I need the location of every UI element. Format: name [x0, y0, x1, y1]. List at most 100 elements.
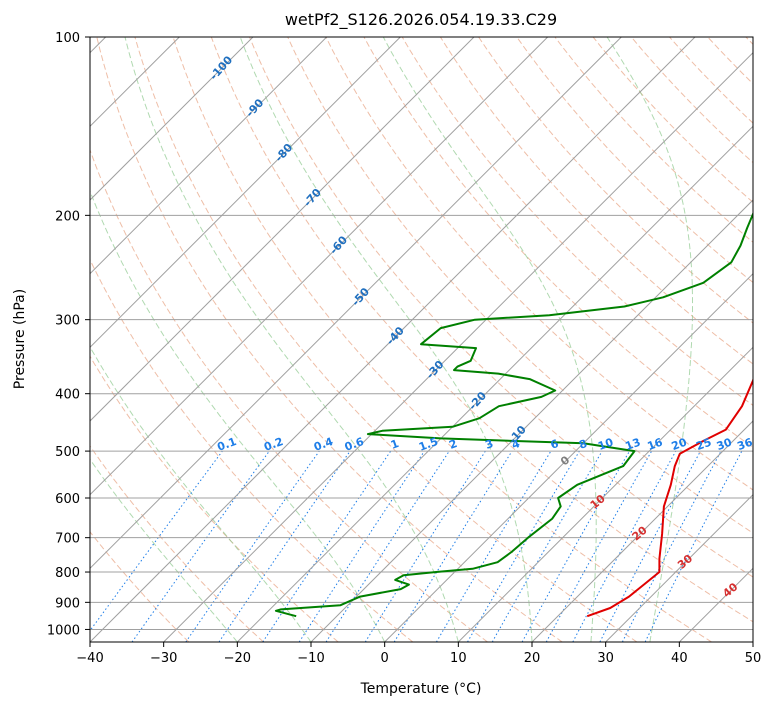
axes: wetPf2_S126.2026.054.19.33.C29 Temperatu…: [12, 10, 761, 697]
mixing-ratio-line: [545, 450, 653, 642]
isotherm-line: [531, 420, 753, 642]
mixing-ratio-label: 13: [624, 436, 643, 453]
x-tick-label: −10: [297, 651, 324, 666]
temperature-profile-line: [586, 377, 753, 618]
mixing-ratio-line: [185, 450, 320, 642]
x-axis-label: Temperature (°C): [360, 681, 482, 697]
isotherm-line: [90, 37, 254, 201]
y-tick-label: 100: [55, 31, 80, 46]
isotherms: [90, 37, 753, 642]
mixing-ratio-label: 1: [389, 437, 401, 452]
y-tick-label: 400: [55, 388, 80, 403]
plot-frame: [89, 36, 754, 643]
dry-adiabat-line: [96, 37, 563, 642]
mixing-ratio-label: 16: [646, 436, 665, 454]
mixing-ratio-label: 1.5: [417, 435, 440, 454]
x-tick-label: 40: [671, 651, 688, 666]
y-tick-label: 1000: [47, 623, 80, 638]
moist-adiabat-line: [124, 37, 459, 642]
isotherm-line: [310, 199, 753, 642]
mixing-ratio-line: [393, 450, 513, 642]
mixing-ratio-line: [131, 450, 270, 642]
y-tick-label: 200: [55, 209, 80, 224]
mixing-ratio-line: [298, 450, 425, 642]
mixing-ratio-label: 4: [510, 437, 522, 452]
mixing-ratio-line: [572, 450, 677, 642]
mixing-ratio-labels: 0.1 0.2 0.4 0.6 1 1.5 2 3 4 6 8 10 13 16 20 25 30 36: [216, 435, 755, 454]
x-tick-label: 0: [381, 651, 389, 666]
dry-adiabat-line: [90, 148, 488, 642]
isotherm-line: [236, 125, 753, 642]
isotherm-line: [163, 51, 753, 642]
moist-adiabat-line: [90, 458, 238, 642]
isotherm-line: [90, 37, 622, 570]
mixing-ratio-label: 2: [447, 437, 459, 452]
dry-adiabat-line: [325, 37, 753, 491]
mixing-ratio-label: 36: [736, 436, 755, 454]
isotherm-line: [384, 272, 753, 642]
dewpoint-profile-line: [274, 211, 753, 618]
y-tick-label: 600: [55, 492, 80, 507]
mixing-ratio-label: 0.1: [216, 435, 239, 454]
isotherm-line: [90, 37, 696, 642]
y-tick-label: 300: [55, 314, 80, 329]
isotherm-line: [90, 37, 328, 275]
x-tick-label: −40: [76, 651, 103, 666]
mixing-ratio-label: 0.2: [262, 435, 285, 454]
chart-title: wetPf2_S126.2026.054.19.33.C29: [285, 10, 557, 30]
dry-adiabat-line: [210, 37, 753, 623]
dry-adiabat-line: [439, 37, 753, 365]
mixing-ratio-label: 0.6: [343, 435, 366, 454]
y-tick-label: 700: [55, 532, 80, 547]
y-tick-label: 900: [55, 596, 80, 611]
dry-adiabat-line: [401, 37, 753, 406]
isotherm-line: [605, 493, 753, 642]
x-tick-label: 10: [450, 651, 467, 666]
y-tick-label: 800: [55, 566, 80, 581]
mixing-ratio-label: 20: [670, 436, 689, 454]
moist-adiabat-line: [90, 189, 386, 642]
moist-adiabat-line: [382, 37, 597, 642]
moist-adiabat-line: [90, 346, 312, 642]
mixing-ratio-label: 25: [694, 436, 713, 453]
dry-adiabat-line: [90, 355, 339, 642]
mixing-ratio-line: [218, 450, 351, 642]
mixing-ratio-label: 6: [549, 437, 561, 452]
isotherm-line: [90, 37, 549, 496]
mixing-ratio-label: 8: [577, 437, 589, 452]
x-tick-label: 50: [745, 651, 762, 666]
dry-adiabat-line: [90, 445, 264, 642]
dry-adiabat-line: [90, 531, 190, 642]
y-tick-label: 500: [55, 445, 80, 460]
mixing-ratio-label: 30: [715, 436, 734, 454]
mixing-ratio-label: 3: [483, 437, 495, 452]
plot-area: -100-90-80-70-60-50-40-30-20-100.1 0.2 0.4…: [90, 37, 755, 642]
dry-adiabat-line: [249, 37, 753, 578]
mixing-ratio-label: 0.4: [312, 435, 335, 454]
mixing-ratio-line: [644, 450, 743, 642]
x-tick-label: 30: [597, 651, 614, 666]
x-tick-label: −30: [150, 651, 177, 666]
dry-adiabat-line: [134, 37, 638, 642]
y-axis-label: Pressure (hPa): [12, 289, 28, 389]
moist-adiabats: [90, 37, 693, 642]
mixing-ratio-line: [90, 450, 223, 632]
dry-adiabat-line: [516, 37, 753, 284]
x-tick-label: −20: [224, 651, 251, 666]
x-tick-label: 20: [524, 651, 541, 666]
mixing-ratio-line: [521, 450, 630, 642]
isotherm-line: [90, 37, 401, 349]
moist-adiabat-line: [606, 37, 693, 642]
mixing-ratio-line: [325, 450, 450, 642]
mixing-ratio-lines: [90, 450, 743, 642]
pressure-gridlines: [90, 37, 753, 630]
mixing-ratio-label: 10: [596, 436, 615, 454]
profiles: [274, 211, 753, 618]
mixing-ratio-line: [262, 450, 392, 642]
isotherm-line: [457, 346, 753, 642]
moist-adiabat-line: [239, 37, 533, 642]
isotherm-line: [90, 37, 475, 422]
